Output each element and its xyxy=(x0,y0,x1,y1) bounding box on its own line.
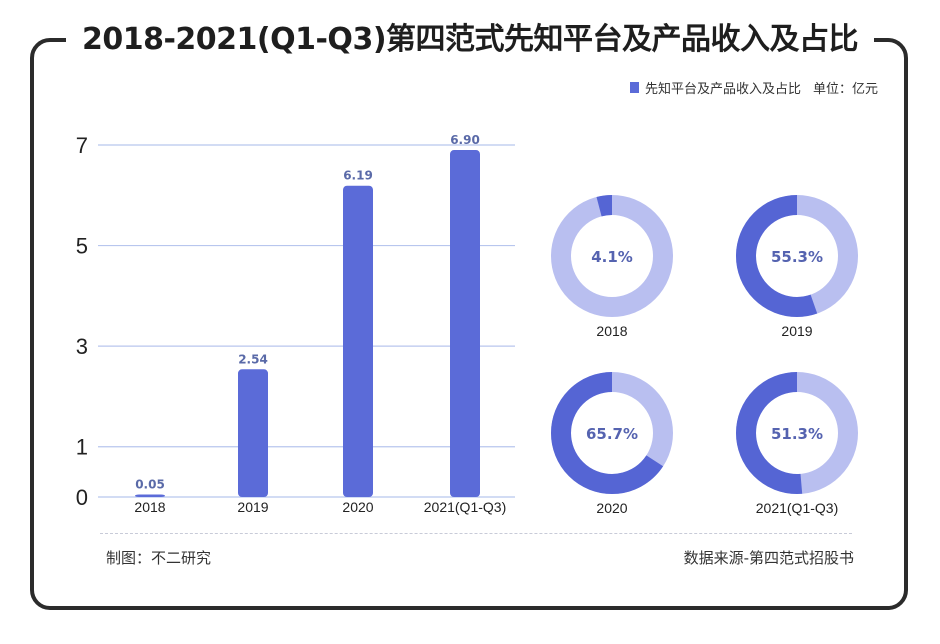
donut-value-label: 51.3% xyxy=(771,425,823,443)
y-tick-label: 0 xyxy=(76,485,88,510)
bar-series xyxy=(135,150,480,497)
y-tick-label: 1 xyxy=(76,435,88,460)
donut-value-label: 4.1% xyxy=(591,248,633,266)
bar-2021(Q1-Q3) xyxy=(450,150,480,497)
chart-credit: 制图：不二研究 xyxy=(106,549,212,567)
donut-2021(Q1-Q3): 51.3% 2021(Q1-Q3) xyxy=(736,372,858,516)
bar-value-label: 6.19 xyxy=(343,169,373,183)
donut-slice xyxy=(551,372,673,494)
bar-value-label: 6.90 xyxy=(450,133,480,147)
donut-value-label: 65.7% xyxy=(586,425,638,443)
donut-category-label: 2020 xyxy=(596,500,627,516)
bar-y-tick-labels: 0 1 3 5 7 xyxy=(76,133,88,510)
legend: 先知平台及产品收入及占比 单位：亿元 xyxy=(629,78,878,97)
donut-slice xyxy=(736,372,858,494)
bar-value-labels: 0.05 2.54 6.19 6.90 xyxy=(135,133,480,491)
donut-2018: 4.1% 2018 xyxy=(551,195,673,339)
bar-2020 xyxy=(343,185,373,497)
legend-unit: 单位：亿元 xyxy=(812,82,878,97)
y-tick-label: 7 xyxy=(76,133,88,158)
donut-value-label: 55.3% xyxy=(771,248,823,266)
y-tick-label: 3 xyxy=(76,334,88,359)
bar-2018 xyxy=(135,494,165,497)
chart-title: 2018-2021(Q1-Q3)第四范式先知平台及产品收入及占比 xyxy=(65,14,875,58)
bar-2019 xyxy=(238,369,268,497)
donut-2020: 65.7% 2020 xyxy=(551,372,673,516)
bar-category-label: 2019 xyxy=(237,499,268,515)
bar-gridlines xyxy=(98,144,515,498)
donut-category-label: 2018 xyxy=(596,323,627,339)
donut-slice xyxy=(551,195,673,317)
bar-value-label: 2.54 xyxy=(238,352,268,366)
bar-category-label: 2021(Q1-Q3) xyxy=(424,499,506,515)
donut-charts: 4.1% 2018 55.3% 2019 65.7% 2020 51.3% 2021(Q1-Q… xyxy=(551,195,858,516)
title-container: 2018-2021(Q1-Q3)第四范式先知平台及产品收入及占比 xyxy=(0,14,940,58)
bar-value-label: 0.05 xyxy=(135,477,165,491)
donut-2019: 55.3% 2019 xyxy=(736,195,858,339)
y-tick-label: 5 xyxy=(76,234,88,259)
footer-divider xyxy=(100,533,852,534)
data-source: 数据来源-第四范式招股书 xyxy=(683,549,854,567)
donut-category-label: 2019 xyxy=(781,323,812,339)
donut-category-label: 2021(Q1-Q3) xyxy=(756,500,838,516)
donut-slice xyxy=(736,195,858,317)
legend-series-name: 先知平台及产品收入及占比 xyxy=(644,82,801,97)
bar-category-label: 2018 xyxy=(134,499,165,515)
legend-swatch xyxy=(629,82,639,93)
bar-category-labels: 2018 2019 2020 2021(Q1-Q3) xyxy=(134,499,506,515)
bar-category-label: 2020 xyxy=(342,499,373,515)
